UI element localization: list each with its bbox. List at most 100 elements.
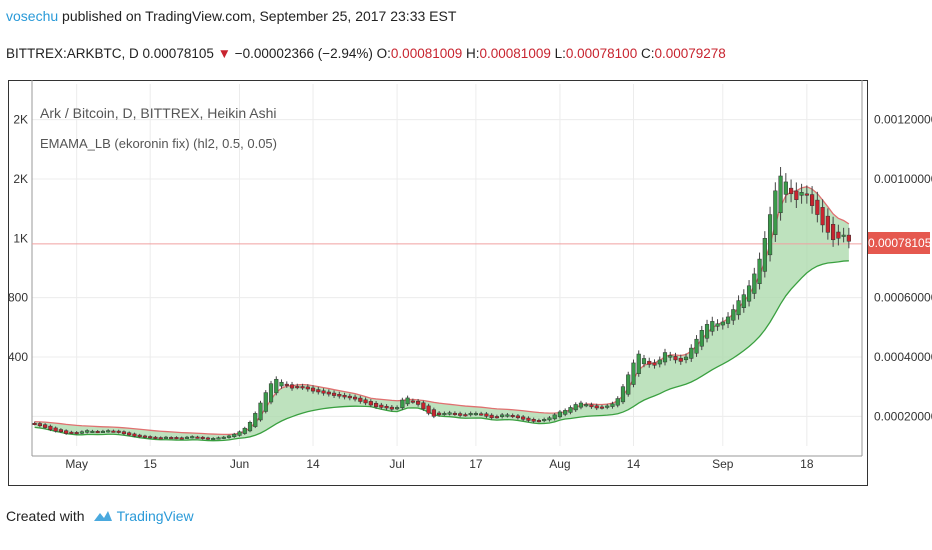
candle-body <box>395 407 400 410</box>
candle-body <box>689 347 694 359</box>
candle-body <box>526 417 531 421</box>
tradingview-logo-icon <box>93 511 112 521</box>
open-label: O: <box>376 46 391 61</box>
left-axis-label: 2K <box>13 113 28 127</box>
right-axis-label: 0.00060000 <box>874 291 932 305</box>
candle-body <box>74 432 79 435</box>
published-text: published on TradingView.com, September … <box>62 8 457 24</box>
candle-body <box>741 294 746 308</box>
candle-body <box>573 404 578 411</box>
candle-body <box>174 437 179 440</box>
candle-body <box>410 400 415 403</box>
candle-body <box>510 415 515 418</box>
candle-body <box>190 436 195 439</box>
x-tick-label: 14 <box>627 457 641 471</box>
candle-body <box>116 430 121 433</box>
candle-body <box>326 391 331 395</box>
candle-body <box>831 223 836 241</box>
candle-body <box>242 427 247 434</box>
x-tick-label: Jun <box>230 457 249 471</box>
candle-body <box>268 383 274 403</box>
right-axis-label: 0.00100000 <box>874 172 932 186</box>
candle-body <box>599 406 605 409</box>
candle-body <box>626 374 631 395</box>
candle-body <box>757 258 762 284</box>
candle-body <box>347 395 352 399</box>
low-label: L: <box>554 46 566 61</box>
tradingview-brand: TradingView <box>116 508 194 524</box>
candle-body <box>515 415 521 419</box>
publisher-line: vosechu published on TradingView.com, Se… <box>6 8 456 24</box>
candle-body <box>310 387 316 392</box>
down-arrow-icon: ▼ <box>217 46 231 61</box>
candle-body <box>352 396 358 400</box>
candle-body <box>710 321 715 332</box>
candle-body <box>184 436 190 439</box>
tradingview-link[interactable]: TradingView <box>93 508 194 524</box>
candle-body <box>725 316 731 324</box>
candle-body <box>158 437 163 440</box>
candle-body <box>148 436 153 439</box>
emama-upper-line <box>34 186 850 436</box>
candle-body <box>416 400 421 405</box>
right-axis-label: 0.00040000 <box>874 350 932 364</box>
candle-body <box>169 437 174 440</box>
series-label-main: Ark / Bitcoin, D, BITTREX, Heikin Ashi <box>40 105 277 121</box>
candle-body <box>368 401 373 406</box>
x-tick-label: 15 <box>144 457 158 471</box>
candle-body <box>762 238 767 272</box>
candle-body <box>468 413 473 416</box>
candle-body <box>620 386 626 403</box>
last-price: 0.00078105 <box>142 46 214 61</box>
candle-body <box>447 412 452 415</box>
candle-body <box>358 397 363 402</box>
right-axis-label: 0.00020000 <box>874 409 932 423</box>
candle-body <box>673 356 678 361</box>
candle-body <box>799 192 804 196</box>
low-value: 0.00078100 <box>565 46 638 61</box>
left-axis-label: 2K <box>13 172 28 186</box>
candle-body <box>373 402 379 408</box>
candle-body <box>552 414 557 420</box>
candle-body <box>484 413 489 417</box>
candle-body <box>106 430 111 433</box>
author-link[interactable]: vosechu <box>6 8 59 24</box>
candle-body <box>810 194 815 206</box>
candle-body <box>767 214 773 256</box>
candle-body <box>43 424 48 428</box>
symbol-name: BITTREX:ARKBTC, D <box>6 46 139 61</box>
candle-body <box>389 406 394 410</box>
candle-body <box>536 420 542 423</box>
candle-body <box>463 414 468 417</box>
candle-body <box>216 437 221 440</box>
candle-body <box>846 234 851 242</box>
candle-body <box>426 405 431 414</box>
x-tick-label: Sep <box>712 457 734 471</box>
candle-body <box>274 378 279 394</box>
created-with-text: Created with <box>6 508 85 524</box>
candle-body <box>836 231 841 239</box>
candle-body <box>505 414 510 417</box>
candle-body <box>610 403 615 407</box>
candle-body <box>662 352 668 363</box>
candle-body <box>783 181 788 195</box>
candle-body <box>337 394 342 397</box>
candle-body <box>153 436 158 439</box>
candle-body <box>85 430 90 433</box>
candle-body <box>100 430 106 433</box>
candle-body <box>205 437 211 440</box>
candle-body <box>331 392 337 396</box>
candle-body <box>121 431 127 435</box>
candle-body <box>247 422 253 432</box>
candle-body <box>678 357 683 362</box>
candle-body <box>636 353 641 374</box>
x-tick-label: May <box>65 457 88 471</box>
candle-body <box>547 417 552 421</box>
chart-frame <box>8 80 868 486</box>
candle-body <box>521 416 526 420</box>
candle-body <box>300 386 305 389</box>
candle-body <box>489 414 494 419</box>
candle-body <box>563 410 568 415</box>
candle-body <box>263 392 268 412</box>
